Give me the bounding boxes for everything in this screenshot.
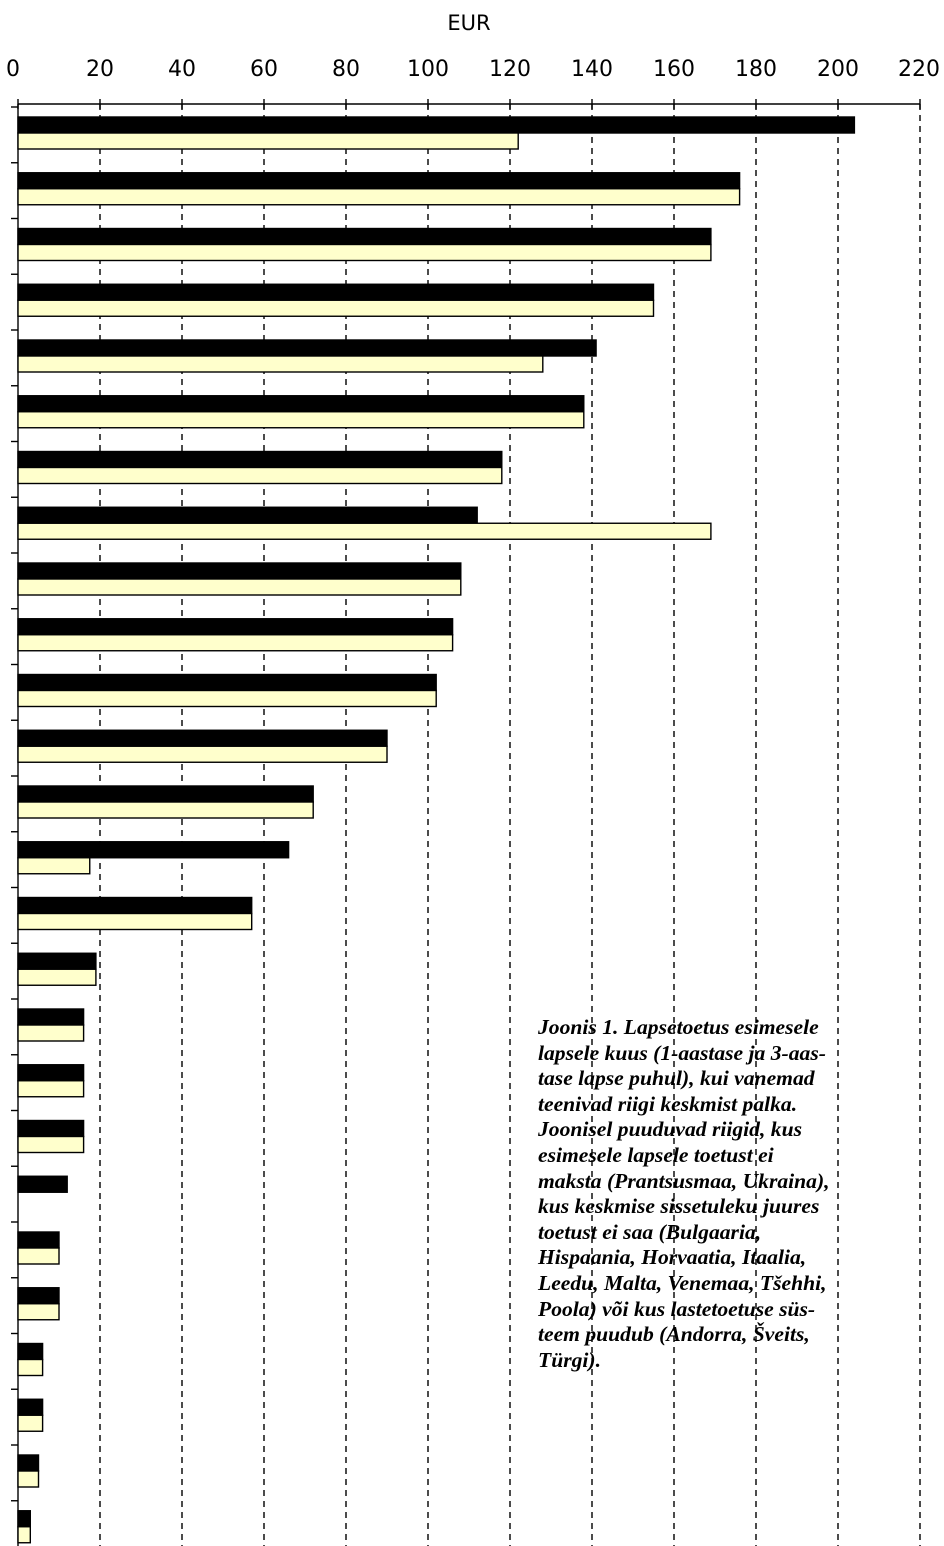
bar-dark [17, 1287, 60, 1305]
bar-dark [17, 395, 585, 413]
bar-dark [17, 673, 437, 692]
bar-light [17, 188, 741, 206]
caption-line: esimesele lapsele toetust ei [538, 1142, 774, 1167]
x-tick-label: 200 [817, 57, 859, 82]
bar-dark [17, 116, 856, 134]
x-tick-label: 40 [168, 57, 196, 82]
x-tick-label: 180 [735, 57, 777, 82]
caption-line: maksta (Prantsusmaa, Ukraina), [538, 1168, 830, 1193]
x-tick-label: 160 [653, 57, 695, 82]
bar-dark [17, 1119, 85, 1138]
bar-dark [17, 1454, 40, 1472]
x-tick-label: 0 [6, 57, 20, 82]
bar-dark [17, 1398, 44, 1416]
bar-dark [17, 1175, 68, 1193]
x-axis-title: EUR [447, 11, 490, 35]
bar-light [17, 634, 454, 652]
x-tick-label: 120 [489, 57, 531, 82]
x-tick-label: 20 [86, 57, 114, 82]
bar-dark [17, 729, 388, 747]
bar-light [17, 466, 503, 485]
caption-line: kus keskmise sissetuleku juures [538, 1194, 820, 1219]
bar-light [17, 1358, 44, 1377]
x-tick-label: 140 [571, 57, 613, 82]
bars [17, 116, 856, 1544]
bar-dark [17, 562, 462, 580]
bar-dark [17, 227, 712, 246]
bar-light [17, 857, 91, 875]
caption-line: Poola) või kus lastetoetuse süs- [538, 1296, 816, 1321]
bar-dark [17, 172, 741, 190]
caption-line: teenivad riigi keskmist palka. [538, 1091, 798, 1116]
x-tick-label: 60 [250, 57, 278, 82]
bar-dark [17, 339, 597, 357]
grid-lines [99, 104, 921, 1546]
bar-light [17, 132, 519, 150]
bar-dark [17, 506, 478, 524]
bar-dark [17, 618, 454, 636]
caption-line: toetust ei saa (Bulgaaria, [538, 1219, 762, 1244]
bar-light [17, 1247, 60, 1265]
bar-light [17, 355, 544, 373]
bar-dark [17, 841, 290, 859]
caption-line: lapsele kuus (1-aastase ja 3-aas- [538, 1040, 826, 1065]
bar-dark [17, 1064, 85, 1082]
caption-line: Leedu, Malta, Venemaa, Tšehhi, [538, 1270, 827, 1295]
bar-light [17, 1080, 85, 1098]
bar-light [17, 1303, 60, 1321]
bar-light [17, 1414, 44, 1432]
bar-light [17, 1470, 40, 1488]
x-tick-label: 100 [407, 57, 449, 82]
bar-dark [17, 785, 314, 803]
bar-light [17, 411, 585, 429]
caption-line: Joonis 1. Lapsetoetus esimesele [538, 1015, 819, 1039]
bar-dark [17, 1008, 85, 1026]
x-tick-label: 80 [332, 57, 360, 82]
bar-dark [17, 1231, 60, 1249]
bar-dark [17, 283, 655, 301]
bar-dark [17, 952, 97, 970]
bar-light [17, 299, 655, 317]
bar-dark [17, 1342, 44, 1361]
bar-light [17, 1135, 85, 1154]
caption-line: Türgi). [538, 1347, 601, 1372]
axis-labels: 0 20 40 60 80 100 120 140 160 180 200 220 EUR [6, 11, 940, 82]
bar-light [17, 578, 462, 596]
bar-light [17, 801, 314, 819]
bar-light [17, 522, 712, 540]
figure-caption: Joonis 1. Lapsetoetus esimesele lapsele … [538, 1015, 938, 1373]
bar-dark [17, 1510, 32, 1528]
caption-line: teem puudub (Andorra, Šveits, [538, 1322, 810, 1347]
bar-dark [17, 450, 503, 469]
bar-light [17, 1024, 85, 1042]
bar-light [17, 1526, 32, 1544]
bar-dark [17, 896, 253, 915]
bar-light [17, 912, 253, 931]
bar-light [17, 745, 388, 763]
bar-light [17, 968, 97, 986]
bar-light [17, 689, 437, 708]
bar-light [17, 243, 712, 262]
caption-line: Hispaania, Horvaatia, Itaalia, [538, 1245, 807, 1270]
caption-line: tase lapse puhul), kui vanemad [538, 1066, 815, 1091]
x-tick-label: 220 [898, 57, 940, 82]
caption-line: Joonisel puuduvad riigid, kus [538, 1117, 802, 1142]
